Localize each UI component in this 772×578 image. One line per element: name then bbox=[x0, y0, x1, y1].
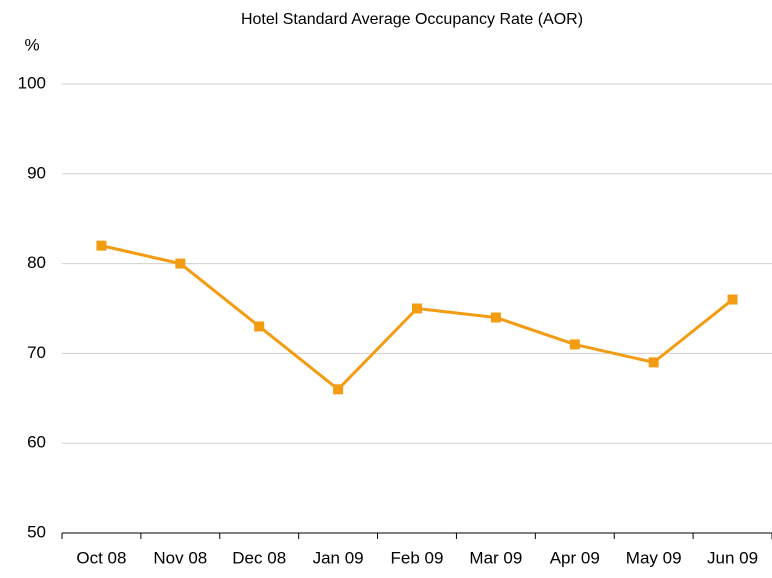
marker bbox=[727, 294, 738, 305]
y-tick-label: 80 bbox=[27, 253, 46, 272]
marker bbox=[333, 384, 344, 395]
line bbox=[101, 244, 734, 391]
y-tick-label: 90 bbox=[27, 163, 46, 182]
x-tick-label: Mar 09 bbox=[469, 548, 522, 567]
x-tick-label: Apr 09 bbox=[550, 548, 600, 567]
marker bbox=[254, 321, 265, 332]
y-tick-label: 70 bbox=[27, 343, 46, 362]
y-tick-label: 60 bbox=[27, 433, 46, 452]
x-tick-label: Jun 09 bbox=[707, 548, 758, 567]
x-tick-label: Feb 09 bbox=[391, 548, 444, 567]
y-tick-label: 100 bbox=[18, 73, 46, 92]
x-tick-label: Jan 09 bbox=[313, 548, 364, 567]
x-tick-label: Nov 08 bbox=[153, 548, 207, 567]
marker bbox=[175, 258, 186, 269]
y-tick-label: 50 bbox=[27, 522, 46, 541]
chart-title: Hotel Standard Average Occupancy Rate (A… bbox=[241, 11, 583, 28]
marker bbox=[569, 339, 580, 350]
y-axis-label: % bbox=[24, 35, 39, 54]
x-tick-label: May 09 bbox=[626, 548, 682, 567]
marker bbox=[490, 312, 501, 323]
marker bbox=[412, 303, 422, 314]
x-tick-label: Dec 08 bbox=[232, 548, 286, 567]
x-tick-label: Oct 08 bbox=[76, 548, 126, 567]
marker bbox=[96, 240, 107, 251]
marker bbox=[648, 357, 659, 368]
